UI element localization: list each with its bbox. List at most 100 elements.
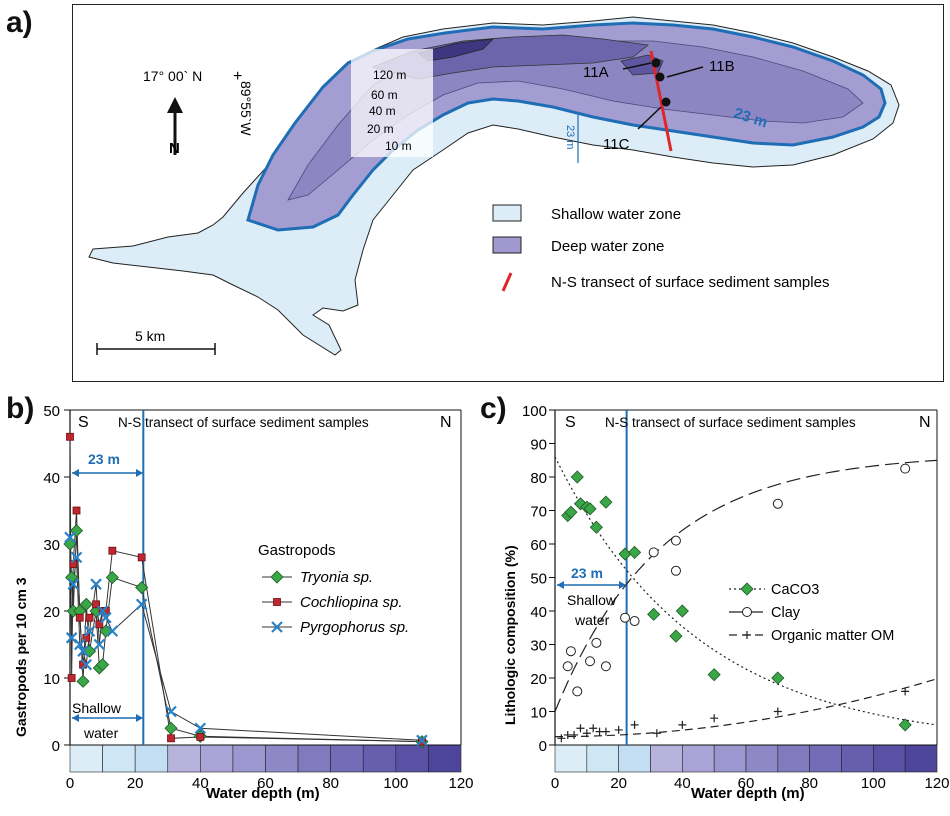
chart-b-span-label: 23 m: [88, 451, 120, 467]
data-point-0: [573, 497, 588, 511]
legend-marker: [740, 582, 754, 596]
y-tick-label: 70: [530, 504, 547, 521]
legend-marker: [271, 621, 283, 633]
lithology-chart-axes: [554, 409, 938, 746]
legend-marker: [270, 570, 284, 584]
data-point-2: [582, 729, 591, 738]
data-point-2: [601, 727, 610, 736]
y-tick-label: 50: [530, 571, 547, 588]
y-tick-label: 40: [530, 604, 547, 621]
data-point-0: [647, 607, 661, 621]
data-point-0: [105, 570, 119, 585]
chart-c-shallow-2: water: [574, 612, 610, 628]
legend-deep-label: Deep water zone: [551, 238, 664, 255]
depth-scale-cell: [265, 744, 299, 773]
data-point-2: [630, 720, 639, 729]
data-point-1: [900, 463, 911, 474]
data-point-1: [670, 565, 681, 576]
y-tick-label: 90: [530, 437, 547, 454]
data-point-2: [96, 605, 109, 617]
depth-scale-cell: [232, 744, 266, 773]
data-point-1: [562, 661, 573, 672]
x-tick-label: 80: [801, 775, 818, 792]
data-point-0: [96, 658, 110, 672]
data-point-1: [108, 546, 117, 555]
legend-label: Tryonia sp.: [300, 569, 373, 586]
x-tick-label: 0: [66, 775, 74, 792]
site-11a-arrow: [622, 62, 652, 70]
chart-c-north: N: [919, 414, 931, 431]
lithology-chart: 0 10 20 30 40 50 60 70 80 90 100 0 20 40 60 80 100 120 N…: [502, 403, 950, 802]
depth-scale-cell: [809, 744, 842, 773]
legend-marker: [742, 607, 752, 617]
data-point-2: [710, 714, 719, 723]
data-point-0: [79, 597, 93, 611]
data-point-1: [648, 547, 659, 558]
depth-scale-cell: [618, 744, 651, 773]
legend-transect-swatch: [501, 272, 513, 292]
legend-marker: [743, 631, 751, 639]
depth-scale-cell: [428, 744, 462, 773]
chart-c-ylabel: Lithologic composition (%): [502, 545, 518, 725]
site-11c-dot: [661, 97, 671, 107]
lithology-series: [557, 463, 912, 743]
site-11c-arrow: [637, 106, 662, 130]
data-point-2: [589, 724, 598, 733]
x-tick-label: 20: [610, 775, 627, 792]
data-point-0: [135, 580, 149, 595]
data-point-1: [585, 656, 596, 667]
legend-shallow-label: Shallow water zone: [551, 206, 681, 223]
gastropod-legend: Tryonia sp. Cochliopina sp. Pyrgophorus sp…: [262, 569, 409, 636]
depth-color-scale-b: [69, 744, 462, 773]
longitude-label: 89°55`W: [238, 81, 254, 136]
lithology-legend: CaCO3 Clay Organic matter OM: [729, 582, 894, 644]
depth-scale-cell: [873, 744, 906, 773]
depth-scale-cell: [69, 744, 103, 773]
site-11a-label: 11A: [583, 64, 609, 81]
latitude-label: 17° 00` N: [143, 68, 202, 84]
depth-scale-cell: [395, 744, 429, 773]
series-line-2: [69, 537, 422, 741]
data-point-2: [100, 611, 112, 624]
data-point-0: [707, 668, 721, 682]
depth-scale-cell: [904, 744, 938, 773]
x-tick-label: 80: [322, 775, 339, 792]
lake-map: 120 m 60 m 40 m 20 m 10 m 23 m 23 m 11A …: [88, 16, 900, 356]
scale-label: 5 km: [135, 328, 165, 344]
data-point-0: [898, 718, 912, 732]
data-point-1: [92, 600, 100, 609]
depth-scale-cell: [650, 744, 683, 773]
chart-b-title: N-S transect of surface sediment samples: [118, 415, 369, 430]
x-tick-label: 40: [192, 775, 209, 792]
contour-label-120: 120 m: [373, 68, 406, 82]
data-point-2: [576, 724, 585, 733]
data-point-1: [67, 674, 76, 682]
data-point-2: [106, 625, 119, 637]
depth-scale-cell: [682, 744, 715, 773]
y-tick-label: 20: [530, 671, 547, 688]
series-line-1: [69, 436, 422, 743]
data-point-1: [629, 616, 640, 627]
data-point-2: [614, 725, 623, 734]
depth-scale-cell: [297, 744, 331, 773]
data-point-1: [66, 432, 74, 441]
trend-caco3: [554, 456, 938, 726]
legend-shallow-swatch: [492, 204, 522, 222]
legend-label: Pyrgophorus sp.: [300, 619, 409, 636]
data-point-1: [572, 686, 583, 697]
data-point-2: [570, 730, 579, 739]
legend-label: Clay: [771, 605, 801, 621]
data-point-1: [75, 613, 84, 622]
data-point-0: [599, 495, 613, 509]
legend-label: Cochliopina sp.: [300, 594, 403, 611]
depth-23-small-label: 23 m: [564, 125, 576, 149]
data-point-2: [773, 707, 782, 716]
data-point-0: [771, 671, 785, 685]
contour-label-40: 40 m: [369, 104, 396, 118]
y-tick-label: 10: [530, 705, 547, 722]
y-tick-label: 30: [43, 537, 60, 554]
x-tick-label: 60: [738, 775, 755, 792]
x-ticks-c: 0 20 40 60 80 100 120: [551, 775, 950, 792]
depth-scale-cell: [102, 744, 136, 773]
legend-marker: [273, 598, 281, 606]
